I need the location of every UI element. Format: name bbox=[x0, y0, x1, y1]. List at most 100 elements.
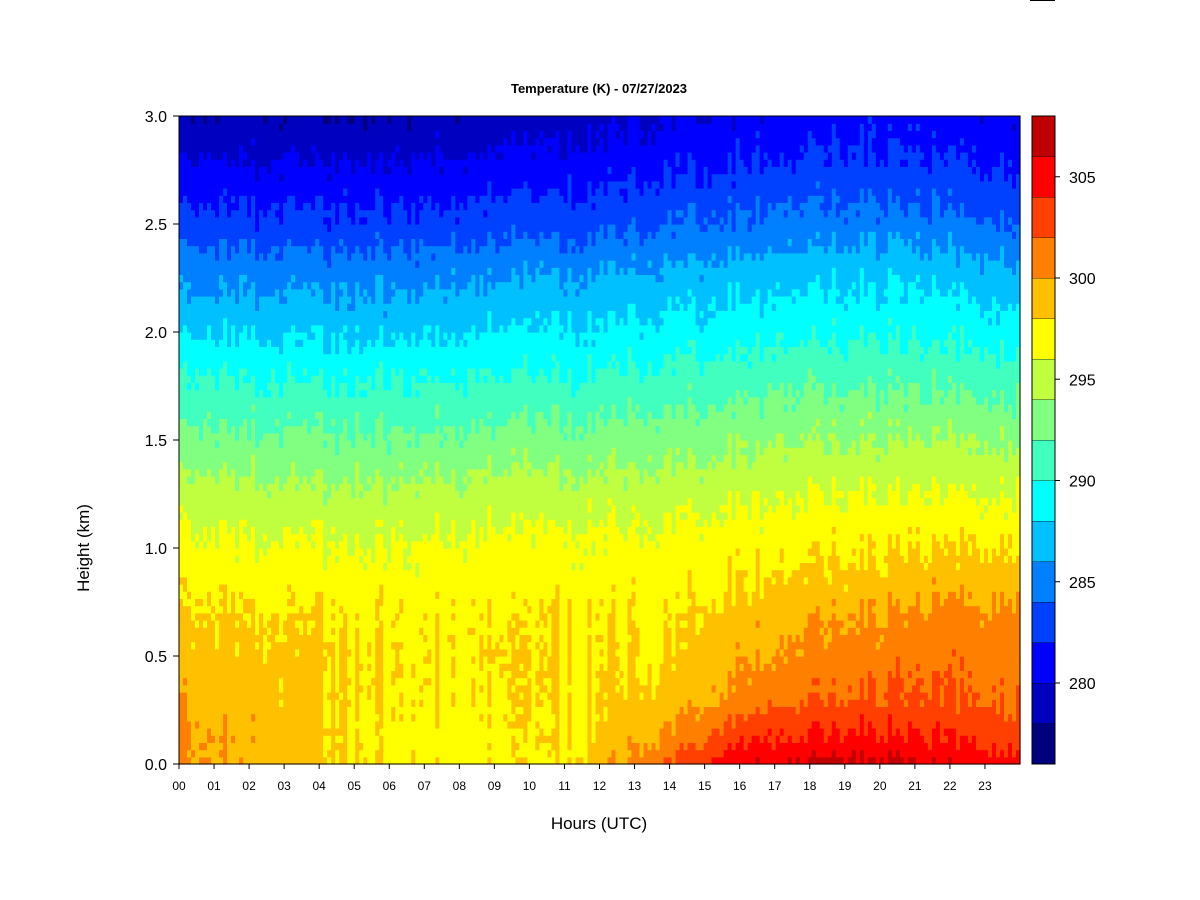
heat-cell bbox=[211, 735, 216, 743]
heat-cell bbox=[311, 440, 316, 448]
heat-cell bbox=[295, 174, 300, 182]
heat-cell bbox=[239, 418, 244, 426]
heat-cell bbox=[267, 642, 272, 650]
heat-cell bbox=[259, 418, 264, 426]
heat-cell bbox=[351, 512, 356, 520]
heat-cell bbox=[387, 692, 392, 700]
heat-cell bbox=[219, 742, 224, 750]
heat-cell bbox=[255, 166, 260, 174]
heat-cell bbox=[247, 368, 252, 376]
heat-cell bbox=[339, 462, 344, 470]
heat-cell bbox=[231, 174, 236, 182]
heat-cell bbox=[243, 526, 248, 534]
heat-cell bbox=[303, 174, 308, 182]
heat-cell bbox=[287, 721, 292, 729]
heat-cell bbox=[287, 735, 292, 743]
heat-cell bbox=[235, 742, 240, 750]
heat-cell bbox=[275, 195, 280, 203]
heat-cell bbox=[259, 663, 264, 671]
heat-cell bbox=[247, 598, 252, 606]
heat-cell bbox=[203, 606, 208, 614]
heat-cell bbox=[263, 498, 268, 506]
heat-cell bbox=[335, 346, 340, 354]
heat-cell bbox=[379, 188, 384, 196]
heat-cell bbox=[267, 130, 272, 138]
heat-cell bbox=[183, 699, 188, 707]
heat-cell bbox=[343, 735, 348, 743]
heat-cell bbox=[263, 750, 268, 758]
heat-cell bbox=[375, 217, 380, 225]
heat-cell bbox=[279, 606, 284, 614]
heat-cell bbox=[243, 469, 248, 477]
heat-cell bbox=[303, 130, 308, 138]
heat-cell bbox=[183, 397, 188, 405]
heat-cell bbox=[259, 152, 264, 160]
heat-cell bbox=[375, 721, 380, 729]
heat-cell bbox=[379, 692, 384, 700]
heat-cell bbox=[215, 656, 220, 664]
heat-cell bbox=[335, 217, 340, 225]
heat-cell bbox=[211, 706, 216, 714]
heat-cell bbox=[263, 375, 268, 383]
heat-cell bbox=[255, 231, 260, 239]
heat-cell bbox=[343, 620, 348, 628]
heat-cell bbox=[235, 296, 240, 304]
heat-cell bbox=[255, 685, 260, 693]
heat-cell bbox=[327, 526, 332, 534]
heat-cell bbox=[363, 224, 368, 232]
heat-cell bbox=[267, 289, 272, 297]
heat-cell bbox=[259, 678, 264, 686]
heat-cell bbox=[187, 325, 192, 333]
heat-cell bbox=[227, 627, 232, 635]
heat-cell bbox=[207, 231, 212, 239]
heat-cell bbox=[391, 339, 396, 347]
heat-cell bbox=[287, 555, 292, 563]
heat-cell bbox=[399, 598, 404, 606]
heat-cell bbox=[331, 512, 336, 520]
heat-cell bbox=[363, 649, 368, 657]
heat-cell bbox=[243, 166, 248, 174]
heat-cell bbox=[295, 188, 300, 196]
heat-cell bbox=[239, 231, 244, 239]
heat-cell bbox=[191, 174, 196, 182]
heat-cell bbox=[327, 130, 332, 138]
heat-cell bbox=[307, 318, 312, 326]
heat-cell bbox=[267, 742, 272, 750]
heat-cell bbox=[331, 138, 336, 146]
heat-cell bbox=[335, 260, 340, 268]
heat-cell bbox=[195, 620, 200, 628]
heat-cell bbox=[235, 368, 240, 376]
heat-cell bbox=[359, 123, 364, 131]
heat-cell bbox=[227, 699, 232, 707]
heat-cell bbox=[363, 570, 368, 578]
heat-cell bbox=[231, 699, 236, 707]
heat-cell bbox=[207, 706, 212, 714]
heat-cell bbox=[231, 685, 236, 693]
heat-cell bbox=[267, 570, 272, 578]
heat-cell bbox=[307, 742, 312, 750]
heat-cell bbox=[279, 526, 284, 534]
heat-cell bbox=[339, 361, 344, 369]
heat-cell bbox=[383, 375, 388, 383]
heat-cell bbox=[303, 404, 308, 412]
heat-cell bbox=[235, 181, 240, 189]
heat-cell bbox=[243, 462, 248, 470]
heat-cell bbox=[199, 512, 204, 520]
heat-cell bbox=[283, 570, 288, 578]
heat-cell bbox=[179, 512, 184, 520]
heat-cell bbox=[315, 166, 320, 174]
heat-cell bbox=[259, 195, 264, 203]
heat-cell bbox=[351, 476, 356, 484]
heat-cell bbox=[347, 188, 352, 196]
heat-cell bbox=[379, 598, 384, 606]
heat-cell bbox=[371, 159, 376, 167]
heat-cell bbox=[335, 678, 340, 686]
heat-cell bbox=[387, 130, 392, 138]
heat-cell bbox=[331, 627, 336, 635]
heat-cell bbox=[327, 318, 332, 326]
heat-cell bbox=[395, 390, 400, 398]
heat-cell bbox=[183, 130, 188, 138]
heat-cell bbox=[391, 656, 396, 664]
heat-cell bbox=[359, 339, 364, 347]
heat-cell bbox=[299, 721, 304, 729]
